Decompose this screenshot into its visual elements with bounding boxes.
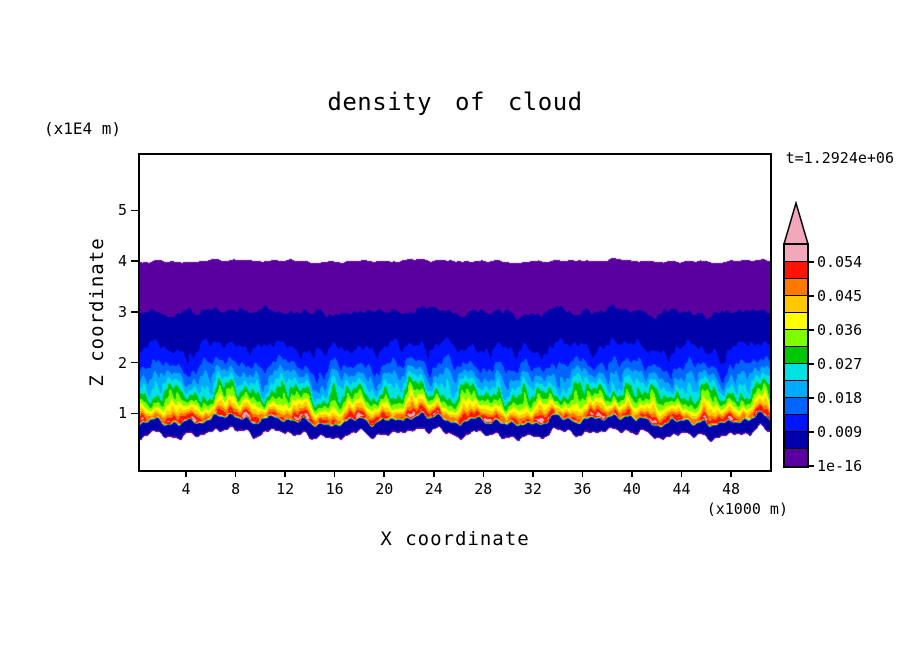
x-tick-label: 12 [276, 480, 295, 498]
x-tick [433, 470, 435, 477]
x-tick [680, 470, 683, 477]
y-tick [131, 412, 139, 414]
colorbar-segments [783, 243, 809, 468]
x-tick [234, 470, 237, 477]
time-annotation: t=1.2924e+06 [785, 149, 894, 167]
x-tick [730, 470, 732, 477]
x-tick [482, 470, 485, 477]
colorbar-tick [809, 329, 814, 331]
x-tick-label: 24 [424, 480, 443, 498]
x-tick [532, 470, 534, 477]
x-tick [284, 470, 286, 477]
colorbar-tick [809, 261, 814, 263]
x-tick-label: 32 [523, 480, 542, 498]
colorbar-segment [785, 347, 807, 364]
colorbar-tick-label: 0.018 [817, 389, 863, 407]
colorbar-tick-label: 0.054 [817, 253, 863, 271]
colorbar-segment [785, 398, 807, 415]
x-axis-unit-label: (x1000 m) [706, 500, 788, 518]
colorbar-segment [785, 381, 807, 398]
colorbar-segment [785, 313, 807, 330]
colorbar-tick [809, 431, 814, 433]
x-tick-label: 36 [573, 480, 592, 498]
chart-title: density of cloud [327, 88, 583, 116]
y-tick [131, 361, 139, 364]
x-tick [185, 470, 187, 477]
colorbar-segment [785, 262, 807, 279]
colorbar-tick [809, 363, 814, 365]
colorbar-segment [785, 415, 807, 432]
colorbar-tick [809, 295, 814, 297]
y-tick-label: 5 [117, 201, 127, 220]
x-tick-label: 4 [181, 480, 191, 498]
y-tick [131, 311, 139, 313]
x-tick [631, 470, 633, 477]
x-tick-label: 48 [721, 480, 741, 498]
y-tick-label: 4 [117, 252, 127, 270]
colorbar-tick-label: 0.045 [817, 287, 863, 305]
colorbar-tick-label: 1e-16 [817, 457, 863, 475]
colorbar-overflow-arrow [783, 201, 809, 245]
y-tick [131, 260, 139, 262]
x-tick-label: 8 [231, 480, 241, 498]
colorbar-tick-label: 0.027 [817, 355, 863, 373]
y-tick-label: 3 [117, 302, 127, 321]
x-tick [333, 470, 336, 477]
y-axis-unit-label: (x1E4 m) [44, 119, 122, 138]
x-tick-label: 44 [672, 480, 691, 498]
colorbar-tick [809, 465, 814, 467]
y-tick-label: 1 [117, 404, 127, 423]
colorbar-segment [785, 330, 807, 347]
colorbar-segment [785, 245, 807, 262]
x-tick [383, 470, 385, 477]
colorbar-segment [785, 432, 807, 449]
x-tick-label: 20 [375, 480, 394, 498]
colorbar-tick [809, 397, 814, 399]
y-tick-label: 2 [117, 353, 127, 372]
x-tick [581, 470, 584, 477]
x-tick-label: 28 [474, 480, 493, 498]
y-tick [131, 209, 139, 211]
colorbar-segment [785, 449, 807, 466]
plot-area [138, 153, 772, 472]
colorbar-segment [785, 296, 807, 313]
colorbar-segment [785, 279, 807, 296]
colorbar-overflow-arrow-shape [783, 201, 809, 245]
colorbar-tick-label: 0.036 [817, 321, 863, 339]
colorbar-segment [785, 364, 807, 381]
x-tick-label: 16 [325, 480, 344, 498]
heatmap-canvas [140, 155, 770, 470]
colorbar-tick-label: 0.009 [817, 423, 863, 441]
x-axis-label: X coordinate [380, 528, 530, 550]
x-tick-label: 40 [622, 480, 641, 498]
